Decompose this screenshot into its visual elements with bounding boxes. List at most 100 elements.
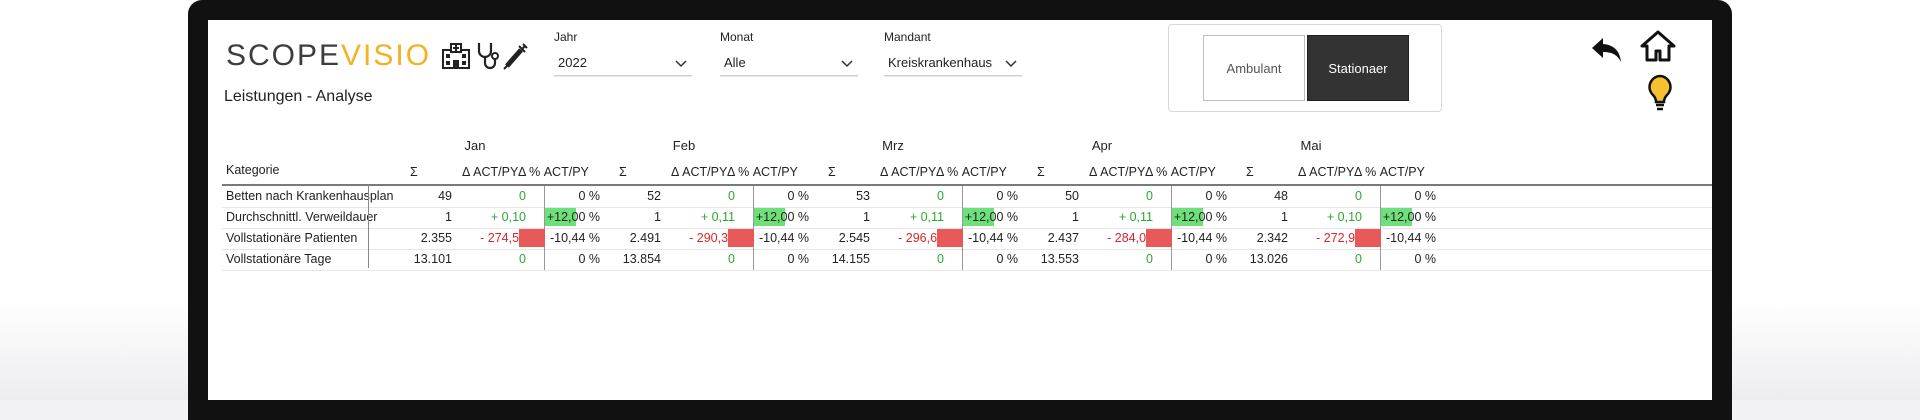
delta-header: Δ ACT/PY (462, 165, 519, 179)
sum-value: 49 (438, 189, 452, 203)
pct-divider (1171, 207, 1172, 228)
delta-value: + 0,11 (909, 210, 944, 224)
pct-divider (1171, 249, 1172, 270)
sum-value: 52 (647, 189, 661, 203)
sum-header: Σ (410, 165, 418, 179)
month-label: Feb (672, 138, 696, 153)
delta-pct-value: 0 % (1414, 252, 1436, 266)
filter-mandant: Mandant Kreiskrankenhaus (884, 30, 1022, 76)
delta-pct-value: 0 % (578, 252, 600, 266)
delta-pct-value: 0 % (578, 189, 600, 203)
logo-icons (441, 41, 529, 71)
delta-header: Δ ACT/PY (1089, 165, 1146, 179)
lightbulb-icon[interactable] (1646, 74, 1674, 114)
sum-value: 13.854 (622, 252, 661, 266)
jahr-dropdown[interactable]: 2022 (554, 50, 692, 76)
scopevisio-logo: SCOPEVISIO (226, 38, 529, 74)
category-label: Betten nach Krankenhausplan (226, 189, 394, 203)
back-arrow-icon[interactable] (1590, 36, 1624, 64)
delta-pct-value: 0 % (996, 252, 1018, 266)
delta-value: - 284,04 (1107, 231, 1153, 245)
delta-pct-value: +12,00 % (755, 210, 809, 224)
delta-pct-value: -10,44 % (1176, 231, 1227, 245)
delta-value: 0 (728, 189, 735, 203)
pct-divider (1380, 186, 1381, 207)
negative-bar (519, 229, 545, 247)
pct-divider (544, 207, 545, 228)
page-title: Leistungen - Analyse (224, 88, 373, 105)
delta-pct-value: +12,00 % (546, 210, 600, 224)
delta-pct-value: -10,44 % (1385, 231, 1436, 245)
delta-pct-header: Δ % ACT/PY (936, 165, 1007, 179)
logo-visio-text: VISIO (341, 39, 432, 72)
delta-pct-header: Δ % ACT/PY (1354, 165, 1425, 179)
home-icon[interactable] (1640, 30, 1676, 62)
delta-value: + 0,10 (1326, 210, 1362, 224)
negative-bar (1355, 229, 1381, 247)
positive-bar (545, 208, 576, 226)
delta-header: Δ ACT/PY (1298, 165, 1355, 179)
month-label: Apr (1091, 138, 1113, 153)
sum-header: Σ (828, 165, 836, 179)
logo-wordmark: SCOPEVISIO (226, 39, 431, 73)
category-label: Vollstationäre Patienten (226, 231, 358, 245)
delta-pct-header: Δ % ACT/PY (1145, 165, 1216, 179)
month-label: Mai (1300, 138, 1322, 153)
sum-value: 48 (1274, 189, 1288, 203)
delta-value: 0 (519, 252, 526, 266)
sum-value: 1 (654, 210, 661, 224)
sum-value: 2.491 (629, 231, 661, 245)
jahr-dropdown-value: 2022 (558, 55, 587, 70)
chevron-down-icon (1005, 59, 1017, 67)
positive-bar (963, 208, 994, 226)
delta-value: 0 (1146, 189, 1153, 203)
monat-dropdown[interactable]: Alle (720, 50, 858, 76)
delta-pct-value: -10,44 % (758, 231, 809, 245)
pct-divider (1380, 249, 1381, 270)
delta-value: 0 (1355, 189, 1362, 203)
delta-pct-header: Δ % ACT/PY (518, 165, 589, 179)
delta-value: - 274,57 (480, 231, 526, 245)
delta-value: 0 (937, 189, 944, 203)
delta-value: + 0,11 (1118, 210, 1153, 224)
sum-value: 50 (1065, 189, 1079, 203)
filter-mandant-label: Mandant (884, 30, 931, 44)
sum-header: Σ (1246, 165, 1254, 179)
month-label: Jan (464, 138, 486, 153)
positive-bar (1381, 208, 1412, 226)
delta-value: 0 (1146, 252, 1153, 266)
table-row: Durchschnittl. Verweildauer 1 + 0,10 +12,00… (222, 207, 1712, 229)
kategorie-header: Kategorie (226, 163, 280, 177)
sum-value: 53 (856, 189, 870, 203)
mandant-dropdown-value: Kreiskrankenhaus (888, 55, 993, 70)
delta-value: 0 (1355, 252, 1362, 266)
mandant-dropdown[interactable]: Kreiskrankenhaus (884, 50, 1022, 76)
sum-value: 2.545 (838, 231, 870, 245)
sum-header: Σ (1037, 165, 1045, 179)
sum-header: Σ (619, 165, 627, 179)
month-label: Mrz (882, 138, 904, 153)
delta-value: - 272,99 (1316, 231, 1362, 245)
sum-value: 1 (1281, 210, 1288, 224)
pct-divider (1171, 186, 1172, 207)
hospital-icon (442, 43, 471, 69)
category-divider (368, 184, 369, 268)
delta-pct-value: -10,44 % (967, 231, 1018, 245)
delta-value: 0 (728, 252, 735, 266)
report-screen: SCOPEVISIO Leistungen - Analyse (208, 20, 1712, 400)
chevron-down-icon (675, 59, 687, 67)
pct-divider (753, 207, 754, 228)
delta-value: - 290,35 (689, 231, 735, 245)
delta-pct-value: 0 % (1414, 189, 1436, 203)
pct-divider (544, 249, 545, 270)
stationaer-button[interactable]: Stationaer (1307, 35, 1409, 101)
pct-divider (962, 207, 963, 228)
chevron-down-icon (841, 59, 853, 67)
pct-divider (544, 186, 545, 207)
delta-pct-value: 0 % (787, 252, 809, 266)
delta-pct-value: 0 % (1205, 189, 1227, 203)
syringe-icon (503, 43, 528, 70)
delta-pct-header: Δ % ACT/PY (727, 165, 798, 179)
ambulant-button[interactable]: Ambulant (1203, 35, 1305, 101)
delta-value: 0 (519, 189, 526, 203)
